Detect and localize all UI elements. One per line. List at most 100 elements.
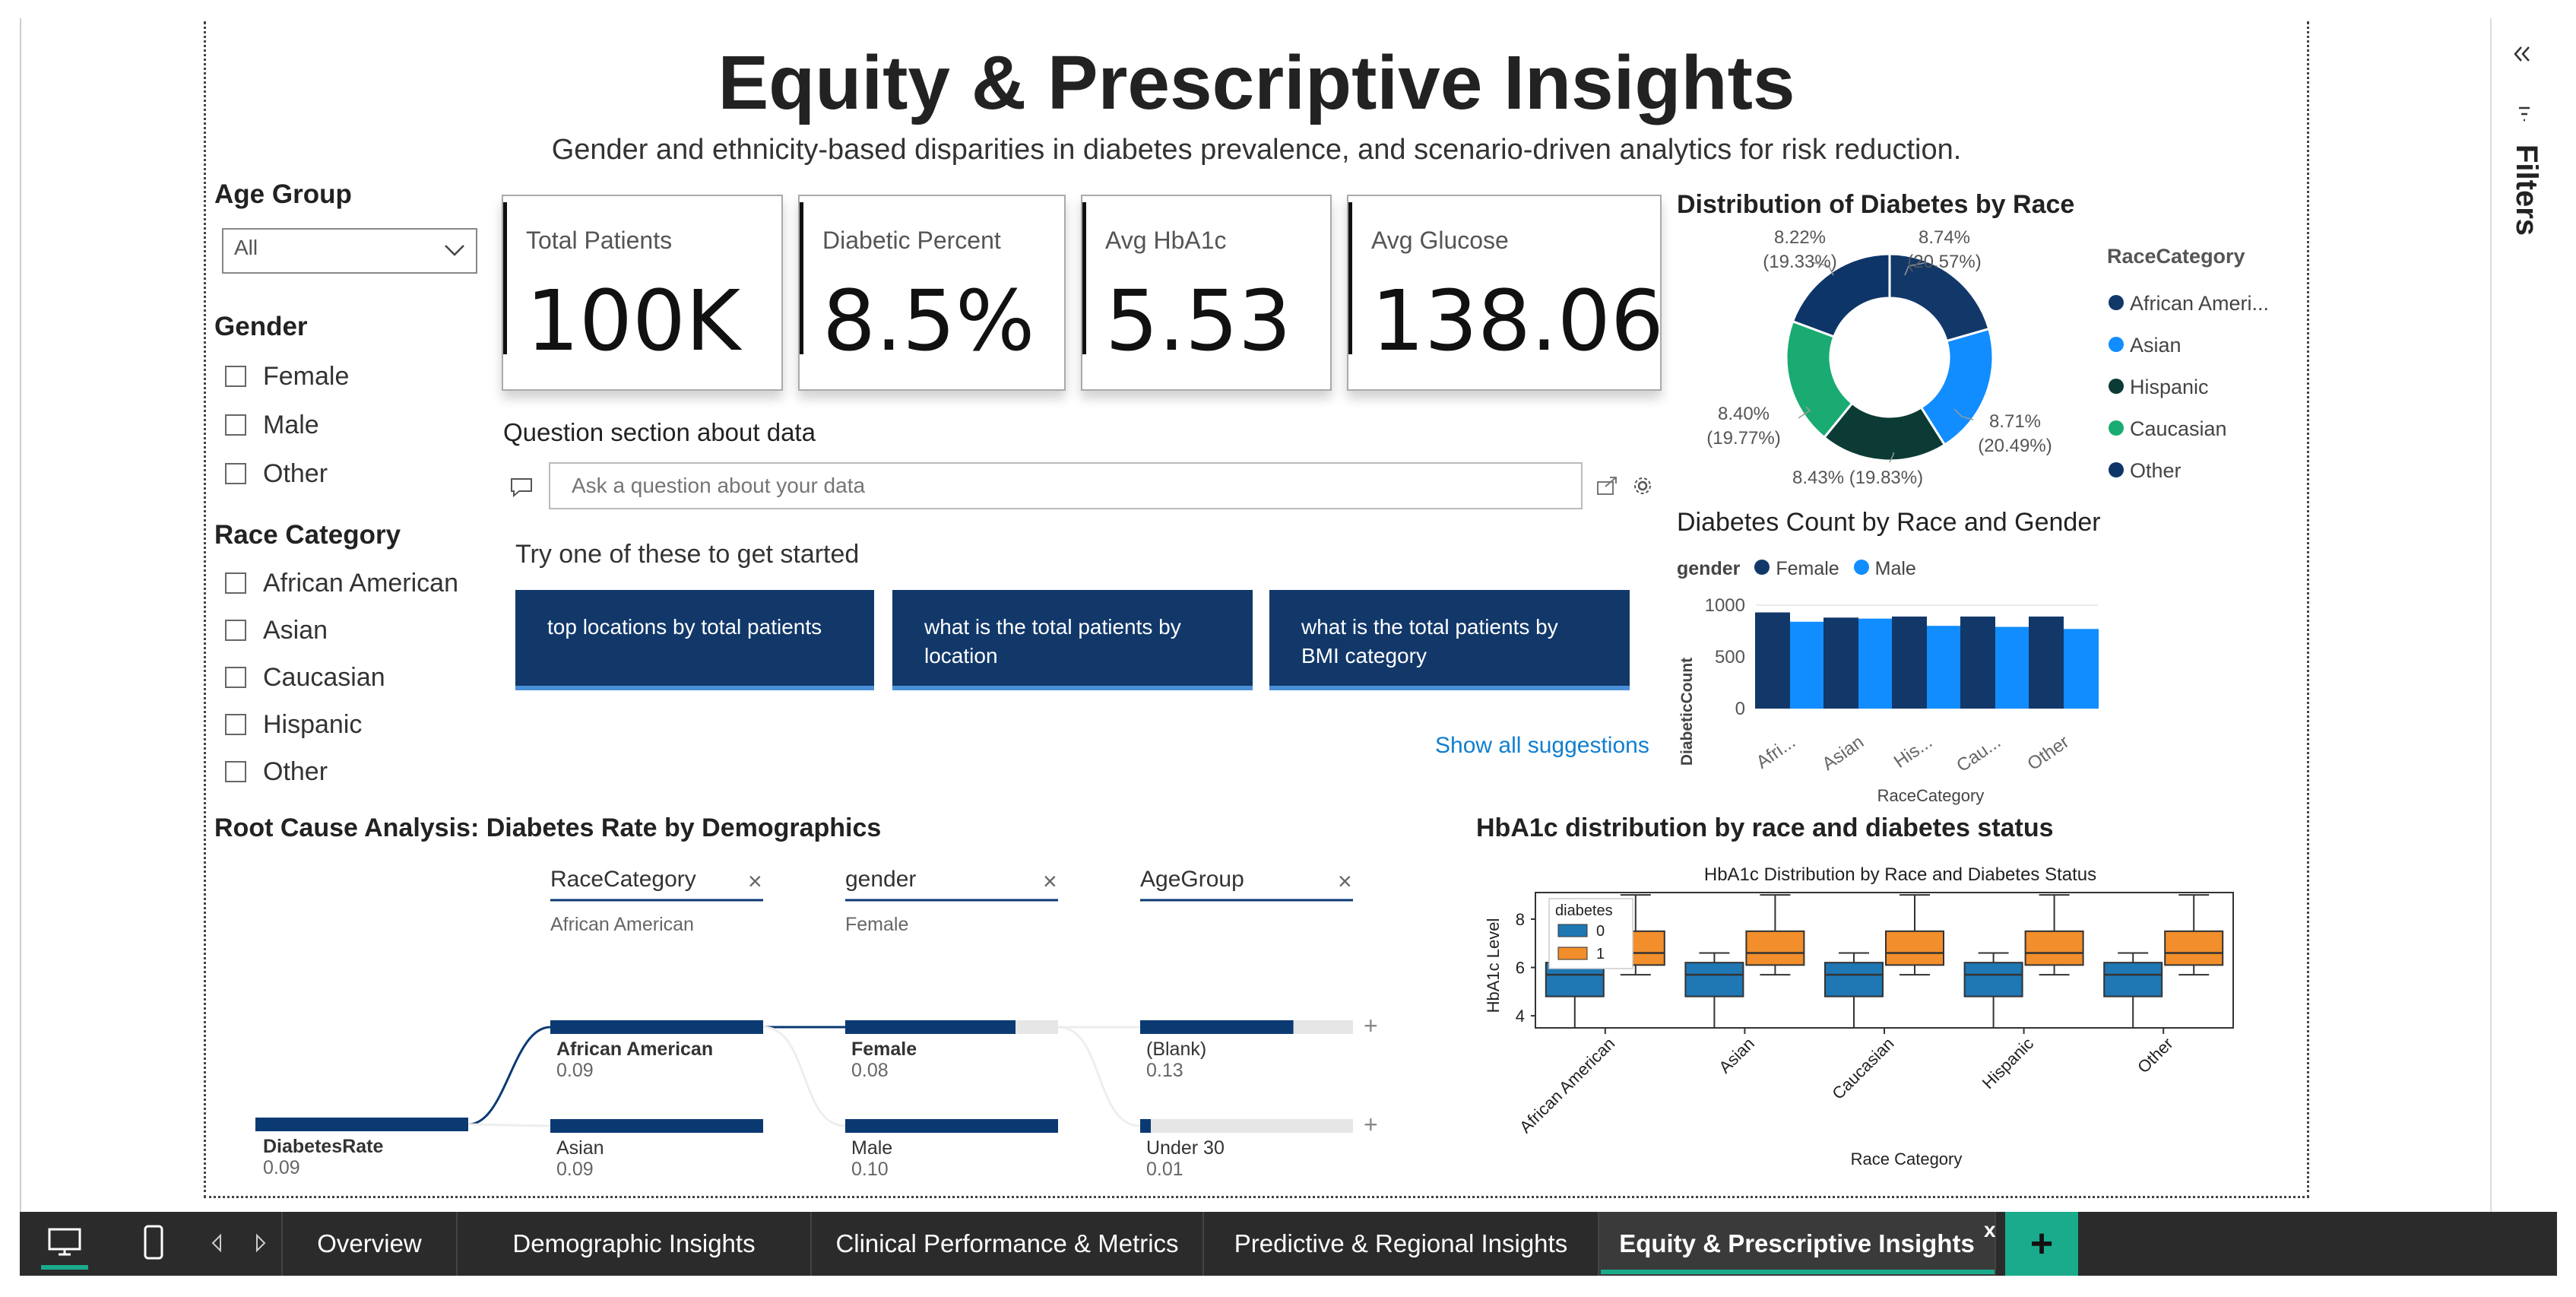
bar-female-1[interactable] — [1823, 617, 1858, 709]
race-option-hispanic[interactable]: Hispanic — [225, 706, 458, 744]
legend-item[interactable]: Asian — [2109, 325, 2269, 366]
next-page-icon[interactable] — [252, 1233, 268, 1253]
decomposition-tree[interactable]: RaceCategory × African American gender × Fema… — [228, 851, 1414, 1186]
tab-overview[interactable]: Overview — [281, 1212, 458, 1276]
legend-label[interactable]: Male — [1874, 558, 1916, 579]
donut-slice-african-american[interactable] — [1888, 252, 1991, 343]
race-option-caucasian[interactable]: Caucasian — [225, 658, 458, 696]
bar-female-3[interactable] — [1960, 616, 1995, 709]
share-icon[interactable] — [1595, 474, 1619, 497]
desktop-view-icon[interactable] — [47, 1227, 82, 1257]
bar-male-2[interactable] — [1927, 626, 1962, 709]
legend-item[interactable]: Caucasian — [2109, 408, 2269, 450]
race-option-african-american[interactable]: African American — [225, 564, 458, 602]
donut-slice-asian[interactable] — [1919, 327, 1995, 447]
gender-option-other[interactable]: Other — [225, 455, 349, 493]
remove-level-icon[interactable]: × — [748, 867, 762, 895]
decomp-level-header[interactable]: RaceCategory — [550, 867, 696, 892]
box-0-4[interactable] — [2103, 962, 2163, 997]
show-all-suggestions-link[interactable]: Show all suggestions — [1435, 733, 1649, 758]
box-1-2[interactable] — [1885, 930, 1944, 966]
bar-male-1[interactable] — [1858, 618, 1893, 709]
filters-pane[interactable] — [2490, 18, 2559, 1212]
y-tick-label: 0 — [1735, 699, 1745, 719]
legend-label[interactable]: Female — [1776, 558, 1839, 579]
bar-chart-xlabel: RaceCategory — [1877, 786, 1985, 805]
card-accent — [800, 202, 803, 354]
decomp-node-bar[interactable] — [1140, 1119, 1151, 1133]
decomp-node-label: African American — [556, 1039, 713, 1060]
qna-suggestion-1[interactable]: top locations by total patients — [515, 590, 874, 690]
legend-item[interactable]: Other — [2109, 450, 2269, 492]
tab-predictive-regional[interactable]: Predictive & Regional Insights — [1204, 1212, 1599, 1276]
box-1-1[interactable] — [1745, 930, 1805, 966]
filters-label[interactable]: Filters — [2452, 144, 2543, 236]
qna-suggestion-3[interactable]: what is the total patients by BMI catego… — [1269, 590, 1630, 690]
decomp-level-filter: Female — [845, 914, 908, 935]
tab-equity-prescriptive[interactable]: Equity & Prescriptive Insights — [1599, 1212, 1996, 1276]
box-1-3[interactable] — [2024, 930, 2084, 966]
donut-slice-other[interactable] — [1791, 252, 1891, 338]
report-canvas — [204, 21, 2309, 1198]
active-tab-indicator — [1601, 1270, 1995, 1274]
close-tab-icon[interactable]: x — [1984, 1218, 1996, 1242]
box-1-4[interactable] — [2164, 930, 2224, 966]
gear-icon[interactable] — [1633, 476, 1652, 496]
decomp-node-track — [1140, 1119, 1353, 1133]
tab-clinical-performance[interactable]: Clinical Performance & Metrics — [812, 1212, 1204, 1276]
race-option-asian[interactable]: Asian — [225, 611, 458, 649]
kpi-card-diabetic-percent[interactable]: Diabetic Percent 8.5% — [798, 195, 1066, 391]
leader-line — [1889, 452, 1894, 463]
tab-demographic-insights[interactable]: Demographic Insights — [458, 1212, 812, 1276]
age-group-dropdown[interactable]: All — [222, 228, 477, 274]
remove-level-icon[interactable]: × — [1043, 867, 1057, 895]
decomp-node-bar[interactable] — [1140, 1020, 1294, 1034]
gender-slicer-title: Gender — [214, 312, 308, 341]
race-option-other[interactable]: Other — [225, 753, 458, 791]
qna-input[interactable] — [549, 462, 1583, 509]
donut-chart[interactable]: 8.74% (20.57%) 8.71% (20.49%) 8.43% (19.… — [1677, 220, 2102, 494]
box-0-1[interactable] — [1684, 962, 1744, 997]
decomp-node-bar[interactable] — [550, 1020, 763, 1034]
kpi-card-total-patients[interactable]: Total Patients 100K — [502, 195, 783, 391]
bar-female-2[interactable] — [1892, 616, 1927, 709]
decomp-node-bar[interactable] — [845, 1020, 1016, 1034]
decomp-root-bar[interactable] — [255, 1118, 468, 1131]
card-accent — [503, 202, 507, 354]
decomp-level-header[interactable]: gender — [845, 867, 916, 892]
checkbox-icon — [225, 761, 246, 782]
expand-node-icon[interactable]: + — [1364, 1111, 1378, 1138]
legend-item[interactable]: Hispanic — [2109, 366, 2269, 408]
expand-node-icon[interactable]: + — [1364, 1012, 1378, 1039]
legend-item[interactable]: African Ameri... — [2109, 283, 2269, 325]
bar-chart[interactable]: DiabeticCount 1000 500 0 Afri... Asian His..… — [1672, 590, 2105, 810]
decomp-node-bar[interactable] — [845, 1119, 1058, 1133]
box-0-2[interactable] — [1824, 962, 1884, 997]
decomp-node-value: 0.09 — [556, 1060, 594, 1081]
gender-option-male[interactable]: Male — [225, 406, 349, 444]
add-page-button[interactable]: + — [2005, 1212, 2078, 1276]
mobile-view-icon[interactable] — [143, 1224, 164, 1261]
qna-suggestion-2[interactable]: what is the total patients by location — [892, 590, 1253, 690]
box-0-3[interactable] — [1963, 962, 2023, 997]
bar-male-3[interactable] — [1995, 626, 2030, 709]
decomp-node-bar[interactable] — [550, 1119, 763, 1133]
decomp-level-header[interactable]: AgeGroup — [1140, 867, 1244, 892]
box-plot-chart[interactable]: HbA1c Distribution by Race and Diabetes … — [1475, 859, 2296, 1178]
bar-male-0[interactable] — [1790, 621, 1825, 709]
remove-level-icon[interactable]: × — [1338, 867, 1352, 895]
bar-female-4[interactable] — [2029, 616, 2064, 709]
bar-male-4[interactable] — [2064, 629, 2099, 709]
box-ylabel: HbA1c Level — [1484, 918, 1503, 1013]
kpi-card-avg-hba1c[interactable]: Avg HbA1c 5.53 — [1081, 195, 1332, 391]
collapse-icon[interactable] — [2513, 46, 2531, 62]
gender-option-female[interactable]: Female — [225, 357, 349, 395]
donut-label-asian-pct: (20.49%) — [1978, 436, 2052, 456]
filter-icon — [2519, 106, 2530, 122]
y-tick-label: 6 — [1516, 959, 1525, 978]
bar-female-0[interactable] — [1755, 612, 1790, 709]
legend-label: Other — [2130, 459, 2182, 482]
kpi-card-avg-glucose[interactable]: Avg Glucose 138.06 — [1347, 195, 1664, 391]
prev-page-icon[interactable] — [210, 1233, 225, 1253]
legend-dot-icon — [2109, 462, 2124, 477]
